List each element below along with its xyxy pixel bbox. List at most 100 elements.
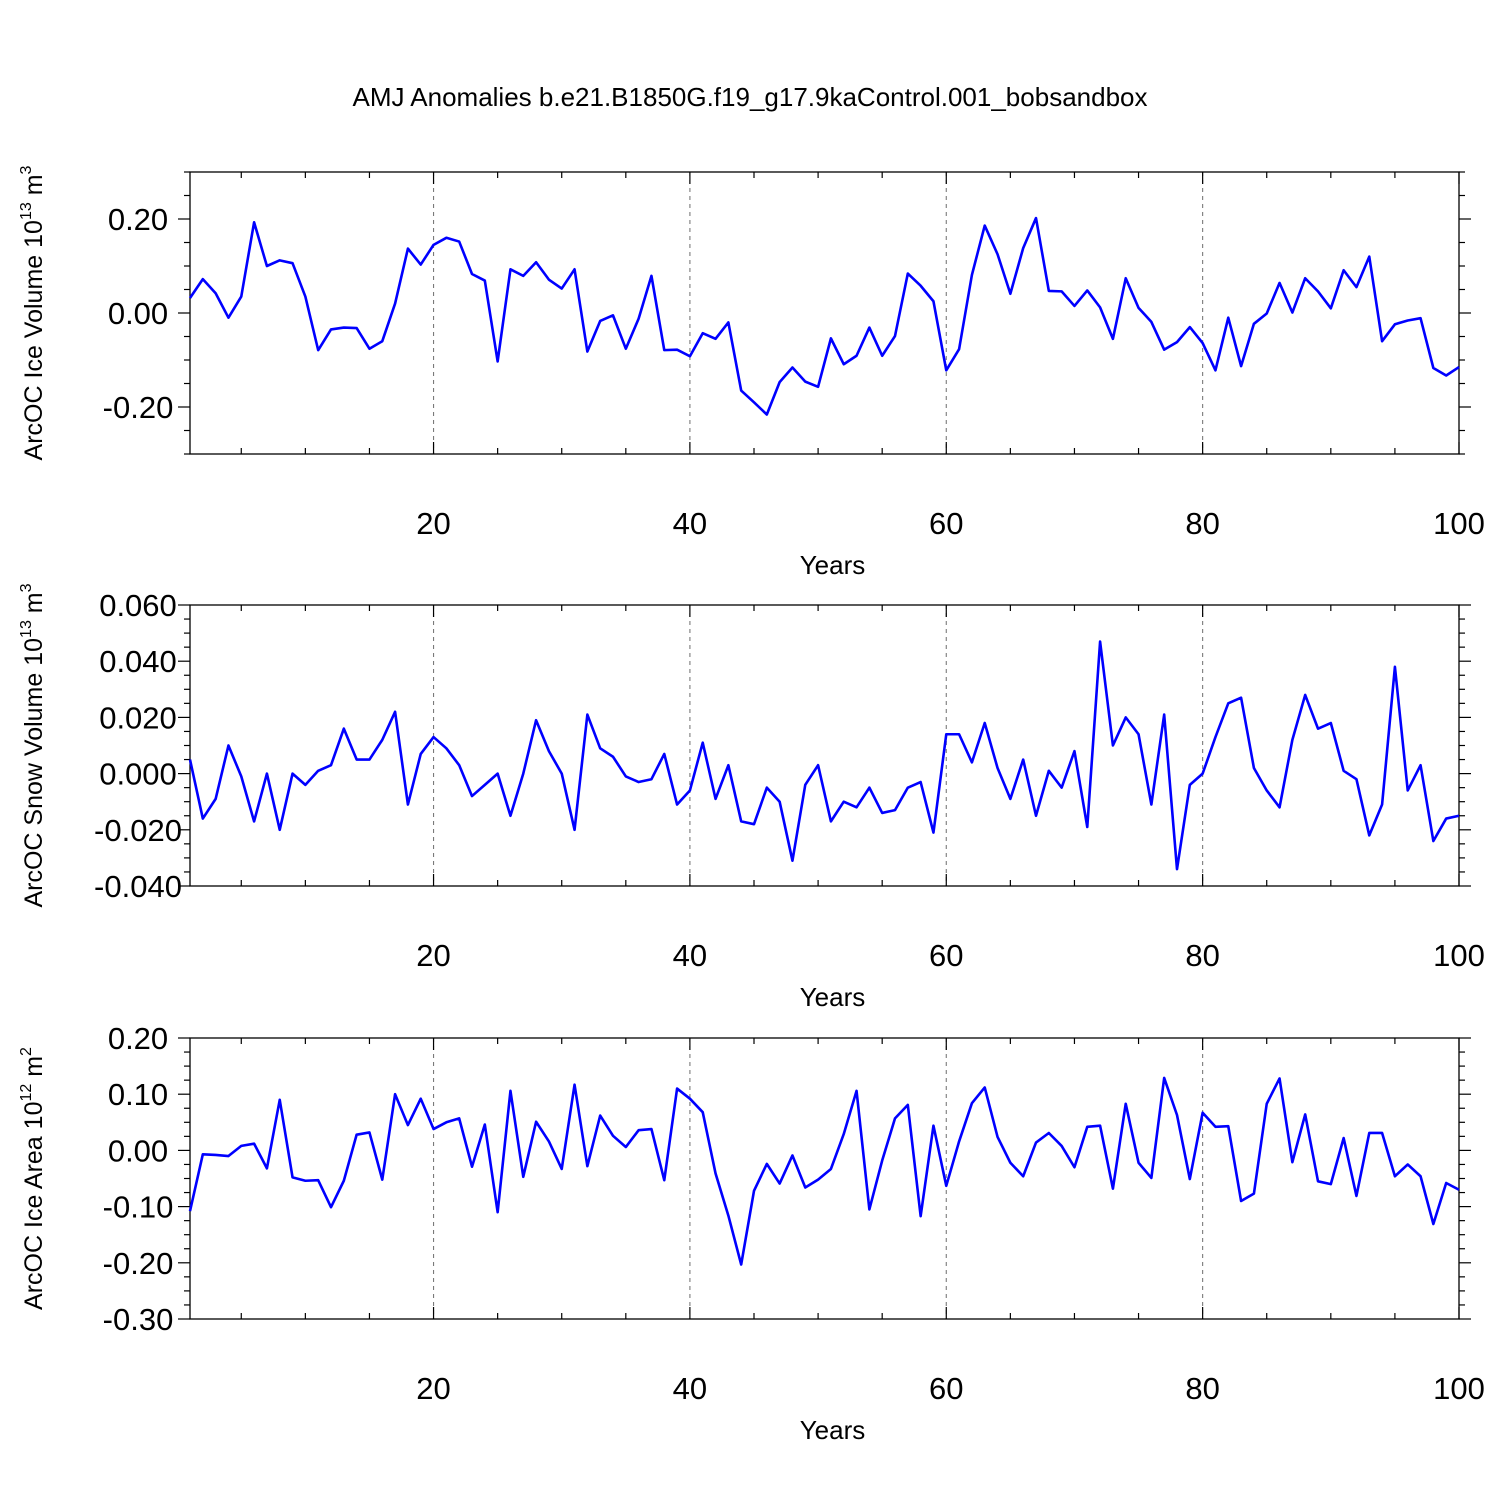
ice-volume-data-point bbox=[843, 363, 845, 365]
ice-area-data-point bbox=[612, 1135, 614, 1137]
snow-volume-x-tick-label: 100 bbox=[1433, 938, 1485, 973]
ice-area-data-point bbox=[702, 1111, 704, 1113]
snow-volume-data-point bbox=[727, 764, 729, 766]
ice-area-data-point bbox=[663, 1179, 665, 1181]
ice-area-data-point bbox=[1342, 1137, 1344, 1139]
ice-volume-data-point bbox=[381, 340, 383, 342]
ice-volume-x-tick-label: 100 bbox=[1433, 506, 1485, 541]
ice-volume-data-point bbox=[291, 262, 293, 264]
ice-area-data-point bbox=[1060, 1145, 1062, 1147]
snow-volume-data-point bbox=[484, 784, 486, 786]
ice-area-data-point bbox=[1176, 1114, 1178, 1116]
ice-area-data-point bbox=[727, 1214, 729, 1216]
ice-volume-data-point bbox=[304, 295, 306, 297]
snow-volume-data-point bbox=[1060, 786, 1062, 788]
ice-area-data-point bbox=[1086, 1126, 1088, 1128]
ice-area-data-point bbox=[1163, 1077, 1165, 1079]
snow-volume-data-point bbox=[881, 812, 883, 814]
snow-volume-data-point bbox=[702, 741, 704, 743]
ice-area-x-tick-label: 20 bbox=[416, 1371, 450, 1406]
snow-volume-data-point bbox=[1240, 697, 1242, 699]
snow-volume-data-point bbox=[420, 753, 422, 755]
ice-volume-data-point bbox=[1368, 255, 1370, 257]
snow-volume-data-point bbox=[791, 860, 793, 862]
snow-volume-plot-frame bbox=[189, 604, 1460, 887]
snow-volume-data-point bbox=[830, 820, 832, 822]
ice-area-data-point bbox=[291, 1176, 293, 1178]
ice-volume-data-point bbox=[1073, 305, 1075, 307]
ice-area-data-point bbox=[1419, 1175, 1421, 1177]
ice-volume-data-point bbox=[637, 317, 639, 319]
snow-volume-data-point bbox=[1099, 640, 1101, 642]
ice-area-data-point bbox=[253, 1142, 255, 1144]
ice-area-data-point bbox=[548, 1140, 550, 1142]
ice-area-data-point bbox=[1240, 1200, 1242, 1202]
ice-area-y-tick-label: -0.30 bbox=[103, 1302, 174, 1337]
ice-volume-data-point bbox=[522, 275, 524, 277]
ice-area-data-point bbox=[394, 1093, 396, 1095]
snow-volume-data-point bbox=[625, 775, 627, 777]
ice-area-data-point bbox=[509, 1090, 511, 1092]
ice-volume-data-point bbox=[868, 326, 870, 328]
ice-area-data-point bbox=[689, 1098, 691, 1100]
snow-volume-data-point bbox=[1342, 770, 1344, 772]
snow-volume-data-point bbox=[381, 739, 383, 741]
ice-area-series-line bbox=[188, 1076, 1460, 1266]
snow-volume-data-point bbox=[1304, 694, 1306, 696]
ice-volume-data-point bbox=[496, 360, 498, 362]
ice-volume-data-point bbox=[625, 348, 627, 350]
snow-volume-x-tick-label: 60 bbox=[929, 938, 963, 973]
ice-volume-data-point bbox=[407, 247, 409, 249]
ice-area-data-point bbox=[740, 1263, 742, 1265]
snow-volume-y-tick-label: -0.020 bbox=[94, 813, 182, 848]
snow-volume-data-point bbox=[394, 711, 396, 713]
ice-area-data-point bbox=[804, 1186, 806, 1188]
snow-volume-data-point bbox=[253, 820, 255, 822]
ice-volume-data-point bbox=[355, 327, 357, 329]
ice-volume-data-point bbox=[586, 350, 588, 352]
ice-volume-data-point bbox=[561, 287, 563, 289]
ice-volume-data-point bbox=[1214, 369, 1216, 371]
snow-volume-data-point bbox=[971, 761, 973, 763]
snow-volume-data-point bbox=[586, 713, 588, 715]
ice-volume-data-point bbox=[1432, 367, 1434, 369]
ice-volume-data-point bbox=[573, 268, 575, 270]
ice-area-data-point bbox=[535, 1121, 537, 1123]
ice-area-data-point bbox=[868, 1208, 870, 1210]
ice-area-data-point bbox=[1304, 1113, 1306, 1115]
ice-area-data-point bbox=[971, 1102, 973, 1104]
ice-volume-data-point bbox=[1355, 286, 1357, 288]
ice-area-data-point bbox=[279, 1099, 281, 1101]
ice-volume-data-point bbox=[612, 314, 614, 316]
ice-volume-data-point bbox=[1304, 277, 1306, 279]
snow-volume-y-tick-label: 0.020 bbox=[99, 700, 177, 735]
snow-volume-data-point bbox=[817, 764, 819, 766]
snow-volume-data-point bbox=[1048, 770, 1050, 772]
ice-volume-data-point bbox=[1317, 290, 1319, 292]
ice-area-data-point bbox=[1330, 1183, 1332, 1185]
snow-volume-x-axis-label: Years bbox=[800, 982, 866, 1012]
snow-volume-data-point bbox=[509, 815, 511, 817]
ice-volume-data-point bbox=[509, 268, 511, 270]
ice-volume-data-point bbox=[343, 326, 345, 328]
snow-volume-data-point bbox=[996, 767, 998, 769]
ice-volume-data-point bbox=[227, 317, 229, 319]
ice-volume-data-point bbox=[689, 355, 691, 357]
ice-area-x-tick-label: 100 bbox=[1433, 1371, 1485, 1406]
ice-area-data-point bbox=[1137, 1162, 1139, 1164]
snow-volume-data-point bbox=[1150, 803, 1152, 805]
snow-volume-data-point bbox=[868, 786, 870, 788]
ice-volume-data-point bbox=[1278, 282, 1280, 284]
ice-volume-data-point bbox=[202, 278, 204, 280]
ice-volume-data-point bbox=[1291, 311, 1293, 313]
ice-volume-data-point bbox=[996, 253, 998, 255]
snow-volume-data-point bbox=[1266, 789, 1268, 791]
ice-volume-data-point bbox=[445, 237, 447, 239]
snow-volume-data-point bbox=[496, 772, 498, 774]
snow-volume-y-tick-label: 0.040 bbox=[99, 644, 177, 679]
ice-volume-data-point bbox=[279, 259, 281, 261]
snow-volume-series-line bbox=[188, 640, 1460, 871]
snow-volume-data-point bbox=[1214, 736, 1216, 738]
ice-area-data-point bbox=[573, 1083, 575, 1085]
ice-area-data-point bbox=[1407, 1163, 1409, 1165]
